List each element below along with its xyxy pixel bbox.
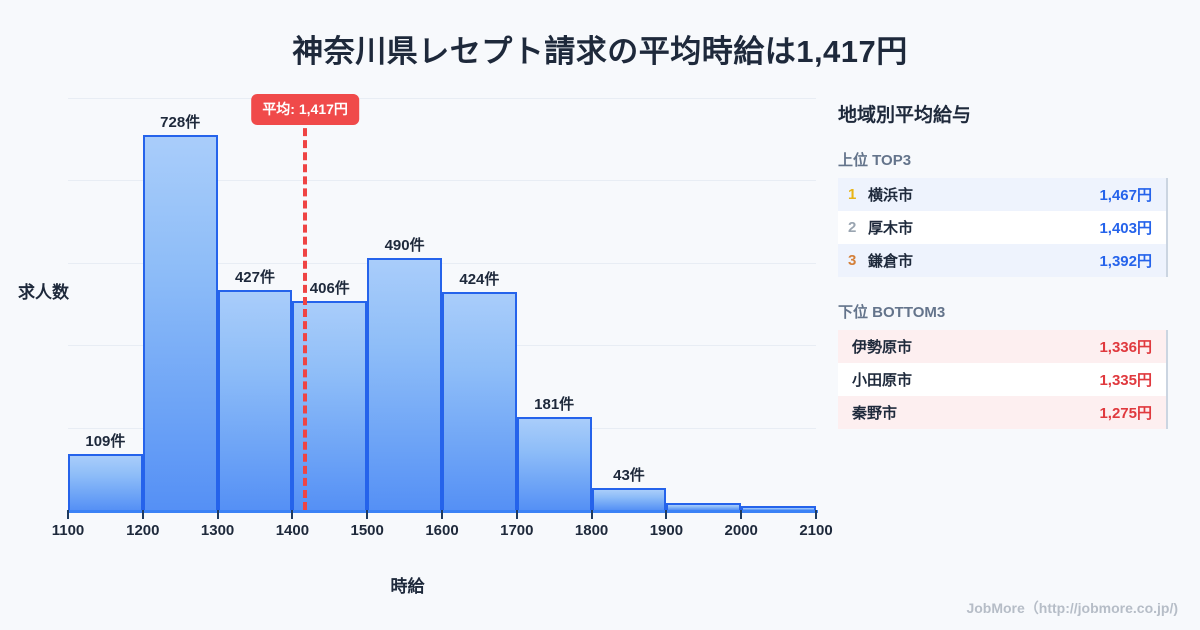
bar-slot: 424件 [441,98,517,510]
x-axis-tick-label: 1300 [200,522,235,539]
x-axis-tick [216,510,219,519]
bar-value-label: 490件 [384,236,425,254]
mean-line-icon [303,116,308,510]
x-axis-tick [141,510,144,519]
x-axis-tick-label: 1700 [500,522,534,539]
histogram-bar[interactable] [142,135,218,510]
city-name: 秦野市 [852,405,898,422]
city-wage-value: 1,392円 [1099,253,1152,270]
regional-salary-sidebar: 地域別平均給与 上位 TOP3 1 横浜市 1,467円 2 厚木市 1,403円 3 鎌倉市… [838,100,1168,453]
bar-value-label: 181件 [534,395,575,413]
page-title: 神奈川県レセプト請求の平均時給は1,417円 [292,34,908,69]
city-name: 鎌倉市 [868,253,914,270]
bar-value-label: 406件 [309,279,350,297]
x-axis-tick [590,510,593,519]
city-wage-value: 1,403円 [1099,220,1152,237]
city-name: 厚木市 [868,220,914,237]
bottom3-row[interactable]: 伊勢原市 1,336円 [838,330,1166,363]
city-wage-value: 1,336円 [1099,339,1152,356]
histogram-bar[interactable] [367,257,442,510]
bar-value-label: 109件 [85,432,126,450]
city-name: 小田原市 [852,372,913,389]
x-axis-tick [366,510,369,519]
histogram-bar[interactable] [516,416,592,510]
x-axis-tick-label: 1900 [649,522,684,539]
bar-slot [741,98,816,510]
x-axis-tick-label: 1400 [275,522,310,539]
top3-row[interactable]: 2 厚木市 1,403円 [838,211,1166,244]
x-axis-tick-label: 1600 [425,522,459,539]
x-axis-tick [291,510,294,519]
histogram-bar[interactable] [741,506,816,510]
gridline [68,180,816,182]
histogram-bar[interactable] [68,453,143,510]
x-axis-tick-label: 2000 [724,522,758,539]
city-name: 伊勢原市 [852,339,913,356]
x-axis-tick [441,510,443,519]
top3-list: 1 横浜市 1,467円 2 厚木市 1,403円 3 鎌倉市 1,392円 [838,178,1168,277]
x-axis-tick-label: 1800 [574,522,609,539]
city-wage-value: 1,275円 [1099,405,1152,422]
histogram-bar[interactable] [666,502,742,510]
histogram-bar[interactable] [217,290,293,510]
x-axis-tick-label: 1500 [350,522,384,539]
y-axis-title: 求人数 [18,283,69,302]
x-axis-tick [515,510,518,519]
top3-row[interactable]: 1 横浜市 1,467円 [838,178,1166,211]
rank-number: 3 [848,252,857,269]
bar-slot: 490件 [367,98,442,510]
bar-slot: 109件 [68,98,143,510]
city-wage-value: 1,335円 [1099,372,1152,389]
bar-value-label: 427件 [234,269,275,287]
bar-slot: 43件 [591,98,667,510]
bar-value-label: 424件 [459,270,500,288]
x-axis-line [68,510,818,513]
bar-value-label: 728件 [160,114,201,132]
sidebar-title: 地域別平均給与 [838,105,972,126]
top3-row[interactable]: 3 鎌倉市 1,392円 [838,244,1166,277]
rank-number: 2 [848,219,857,236]
histogram-chart: 求人数 時給 109件 728件 427件 406件 490件 424件 181件 43件 1… [0,90,833,600]
x-axis-tick-label: 1100 [51,522,85,539]
top3-section-header: 上位 TOP3 [838,152,912,169]
bar-value-label: 43件 [613,466,645,484]
x-axis-tick [665,510,668,519]
city-name: 横浜市 [868,187,914,204]
footer-credit: JobMore（http://jobmore.co.jp/) [966,600,1178,616]
x-axis-title: 時給 [390,577,425,596]
x-axis-tick [740,510,743,519]
bottom3-list: 伊勢原市 1,336円小田原市 1,335円秦野市 1,275円 [838,330,1168,429]
x-axis-tick-label: 1200 [126,522,160,539]
x-axis-tick [815,510,817,519]
gridline [68,262,816,264]
plot-area: 109件 728件 427件 406件 490件 424件 181件 43件 [68,98,816,510]
bar-slot [666,98,742,510]
bar-slot: 427件 [217,98,293,510]
histogram-bar[interactable] [591,487,667,510]
histogram-bar[interactable] [441,291,517,510]
bars-layer: 109件 728件 427件 406件 490件 424件 181件 43件 [68,98,816,510]
bar-slot: 181件 [516,98,592,510]
bottom3-section-header: 下位 BOTTOM3 [838,304,946,321]
x-axis-tick [67,510,69,519]
bar-slot: 728件 [142,98,218,510]
rank-number: 1 [848,186,857,203]
bottom3-row[interactable]: 秦野市 1,275円 [838,396,1166,429]
city-wage-value: 1,467円 [1099,187,1152,204]
mean-badge: 平均: 1,417円 [251,94,359,125]
bottom3-row[interactable]: 小田原市 1,335円 [838,363,1166,396]
x-axis-tick-label: 2100 [799,522,833,539]
gridline [68,98,816,99]
